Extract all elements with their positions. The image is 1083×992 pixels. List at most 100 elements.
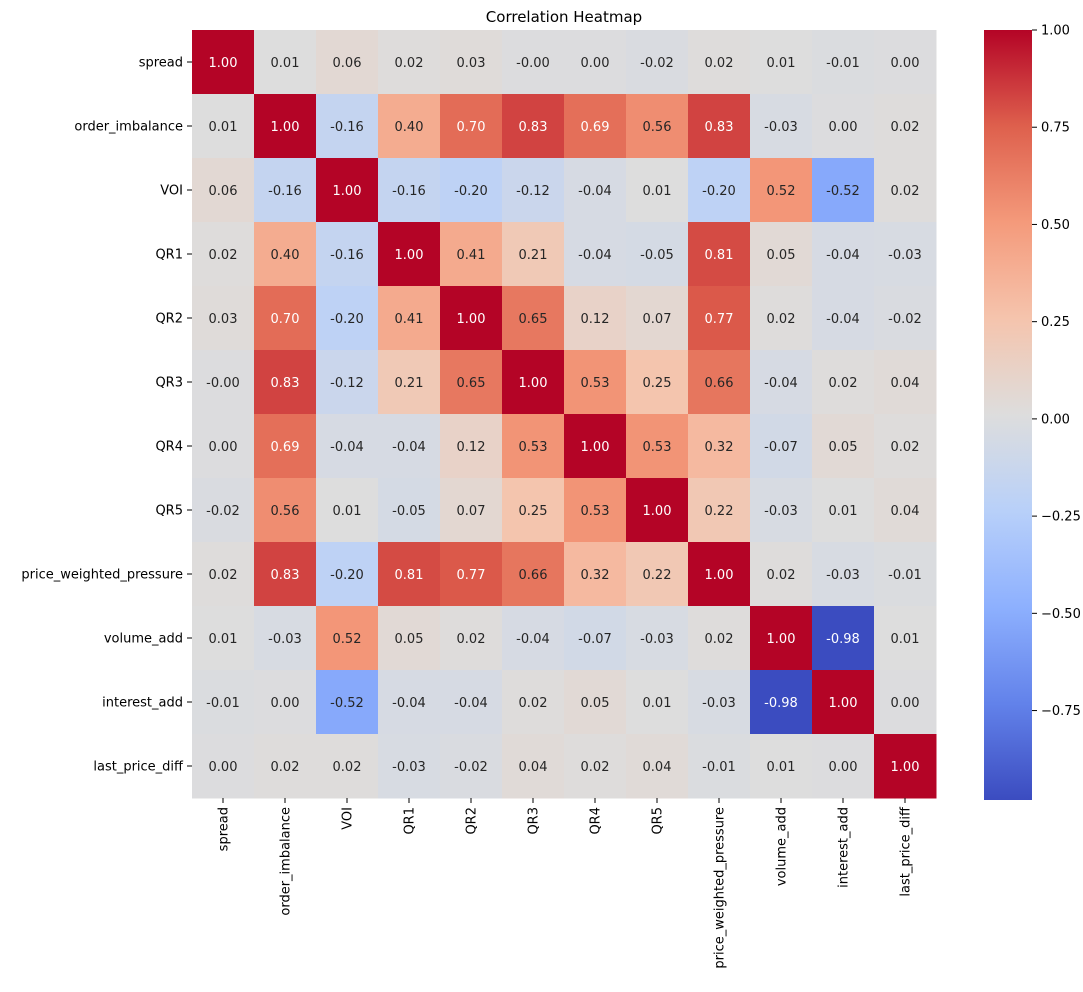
cell-value-label: -0.05 (640, 248, 674, 263)
cell-value-label: 0.01 (209, 120, 238, 135)
heatmap-cell (750, 30, 813, 95)
heatmap-cell (874, 30, 937, 95)
heatmap-cell (874, 542, 937, 607)
colorbar-tick-label: 0.75 (1041, 121, 1070, 136)
cell-value-label: 0.05 (395, 632, 424, 647)
heatmap-cell (192, 478, 255, 543)
cell-value-label: 0.83 (271, 376, 300, 391)
heatmap-cell (502, 414, 565, 479)
heatmap-cell (254, 606, 317, 671)
cell-value-label: 0.65 (519, 312, 548, 327)
cell-value-label: 0.07 (457, 504, 486, 519)
y-tick-label: QR1 (155, 248, 183, 263)
heatmap-cell (874, 734, 937, 799)
cell-value-label: 0.02 (767, 568, 796, 583)
cell-value-label: 0.22 (705, 504, 734, 519)
heatmap-cell (626, 158, 689, 223)
heatmap-cell (564, 414, 627, 479)
x-tick-label: volume_add (775, 807, 790, 886)
x-tick-label: interest_add (837, 807, 852, 888)
heatmap-cell (688, 94, 751, 159)
heatmap-cell (502, 158, 565, 223)
heatmap-cell (812, 414, 875, 479)
x-tick-label: QR2 (465, 807, 480, 835)
cell-value-label: 0.00 (829, 120, 858, 135)
cell-value-label: 0.40 (271, 248, 300, 263)
cell-value-label: 0.00 (829, 760, 858, 775)
x-tick-label: price_weighted_pressure (713, 807, 728, 969)
heatmap-cell (440, 350, 503, 415)
heatmap-cell (688, 286, 751, 351)
heatmap-cell (316, 350, 379, 415)
cell-value-label: 0.69 (271, 440, 300, 455)
cell-value-label: 1.00 (829, 696, 858, 711)
heatmap-cell (750, 414, 813, 479)
cell-value-label: 0.52 (767, 184, 796, 199)
y-tick-label: order_imbalance (74, 120, 183, 135)
heatmap-cell (626, 478, 689, 543)
cell-value-label: 0.01 (643, 184, 672, 199)
heatmap-cell (254, 542, 317, 607)
cell-value-label: 1.00 (519, 376, 548, 391)
cell-value-label: -0.02 (888, 312, 922, 327)
y-tick-label: QR2 (155, 312, 183, 327)
cell-value-label: -0.04 (392, 440, 426, 455)
x-tick-label: order_imbalance (279, 807, 294, 916)
cell-value-label: 0.00 (209, 760, 238, 775)
cell-value-label: -0.01 (702, 760, 736, 775)
cell-value-label: 0.02 (891, 440, 920, 455)
cell-value-label: -0.02 (206, 504, 240, 519)
heatmap-cell (502, 542, 565, 607)
heatmap-cell (502, 30, 565, 95)
cell-value-label: 0.01 (271, 56, 300, 71)
cell-value-label: 0.06 (333, 56, 362, 71)
heatmap-cell (626, 606, 689, 671)
cell-value-label: 0.65 (457, 376, 486, 391)
cell-value-label: 0.04 (891, 504, 920, 519)
heatmap-cell (564, 30, 627, 95)
cell-value-label: 0.05 (767, 248, 796, 263)
heatmap-cell (688, 414, 751, 479)
cell-value-label: 0.81 (705, 248, 734, 263)
heatmap-cell (688, 350, 751, 415)
cell-value-label: 0.05 (829, 440, 858, 455)
cell-value-label: 0.56 (271, 504, 300, 519)
heatmap-cell (440, 606, 503, 671)
cell-value-label: -0.52 (826, 184, 860, 199)
cell-value-label: 0.05 (581, 696, 610, 711)
heatmap-cell (440, 478, 503, 543)
heatmap-cell (750, 286, 813, 351)
cell-value-label: -0.52 (330, 696, 364, 711)
heatmap-cell (874, 222, 937, 287)
heatmap-cell (254, 222, 317, 287)
cell-value-label: 0.02 (891, 184, 920, 199)
cell-value-label: -0.01 (206, 696, 240, 711)
heatmap-cell (440, 30, 503, 95)
cell-value-label: -0.12 (516, 184, 550, 199)
cell-value-label: 0.02 (767, 312, 796, 327)
heatmap-cell (750, 478, 813, 543)
cell-value-label: -0.20 (330, 568, 364, 583)
heatmap-cell (378, 414, 441, 479)
colorbar-tick-label: 0.25 (1041, 315, 1070, 330)
y-tick-label: VOI (160, 184, 183, 199)
cell-value-label: 0.25 (519, 504, 548, 519)
cell-value-label: 0.03 (209, 312, 238, 327)
cell-value-label: 0.01 (643, 696, 672, 711)
heatmap-cell (254, 94, 317, 159)
cell-value-label: 0.02 (581, 760, 610, 775)
heatmap-cell (688, 30, 751, 95)
heatmap-cell (192, 350, 255, 415)
cell-value-label: 0.81 (395, 568, 424, 583)
cell-value-label: -0.03 (268, 632, 302, 647)
heatmap-cell (378, 670, 441, 735)
cell-value-label: 0.12 (581, 312, 610, 327)
cell-value-label: -0.01 (826, 56, 860, 71)
colorbar-ticks: 1.00 0.75 0.50 0.25 0.00 −0.25 −0.50 −0.75 (1032, 24, 1081, 719)
heatmap-cell (874, 478, 937, 543)
cell-value-label: 0.00 (891, 696, 920, 711)
heatmap-cell (378, 734, 441, 799)
cell-value-label: -0.03 (826, 568, 860, 583)
heatmap-cell (874, 94, 937, 159)
cell-value-label: 0.41 (457, 248, 486, 263)
